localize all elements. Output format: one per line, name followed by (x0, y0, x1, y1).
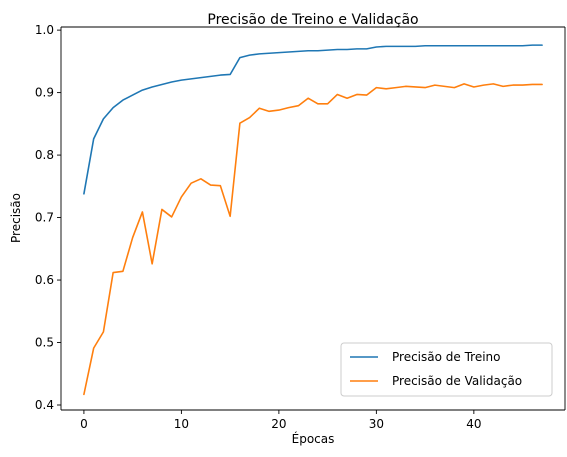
y-axis: 0.4 0.5 0.6 0.7 0.8 0.9 1.0 (35, 23, 61, 412)
legend-label-treino: Precisão de Treino (392, 350, 501, 364)
x-tick-label-3: 30 (369, 417, 384, 431)
legend: Precisão de Treino Precisão de Validação (340, 342, 553, 397)
y-tick-label-4: 0.8 (35, 148, 54, 162)
y-tick-label-0: 0.4 (35, 398, 54, 412)
y-tick-label-5: 0.9 (35, 86, 54, 100)
x-tick-label-0: 0 (80, 417, 88, 431)
x-axis: 0 10 20 30 40 (80, 410, 481, 431)
plot-spines (60, 26, 566, 411)
x-axis-label: Épocas (292, 431, 335, 446)
lines-layer (83, 44, 543, 396)
series-line-1 (83, 83, 543, 396)
y-axis-label: Precisão (9, 193, 23, 243)
legend-label-validacao: Precisão de Validação (392, 374, 522, 388)
y-tick-label-1: 0.5 (35, 336, 54, 350)
series-line-0 (83, 44, 543, 195)
chart-title: Precisão de Treino e Validação (207, 12, 418, 28)
plot-area (60, 26, 566, 411)
y-tick-label-3: 0.7 (35, 211, 54, 225)
y-tick-label-2: 0.6 (35, 273, 54, 287)
x-tick-label-1: 10 (174, 417, 189, 431)
y-tick-label-6: 1.0 (35, 23, 54, 37)
x-tick-label-4: 40 (466, 417, 481, 431)
x-tick-label-2: 20 (271, 417, 286, 431)
legend-box (340, 342, 553, 397)
